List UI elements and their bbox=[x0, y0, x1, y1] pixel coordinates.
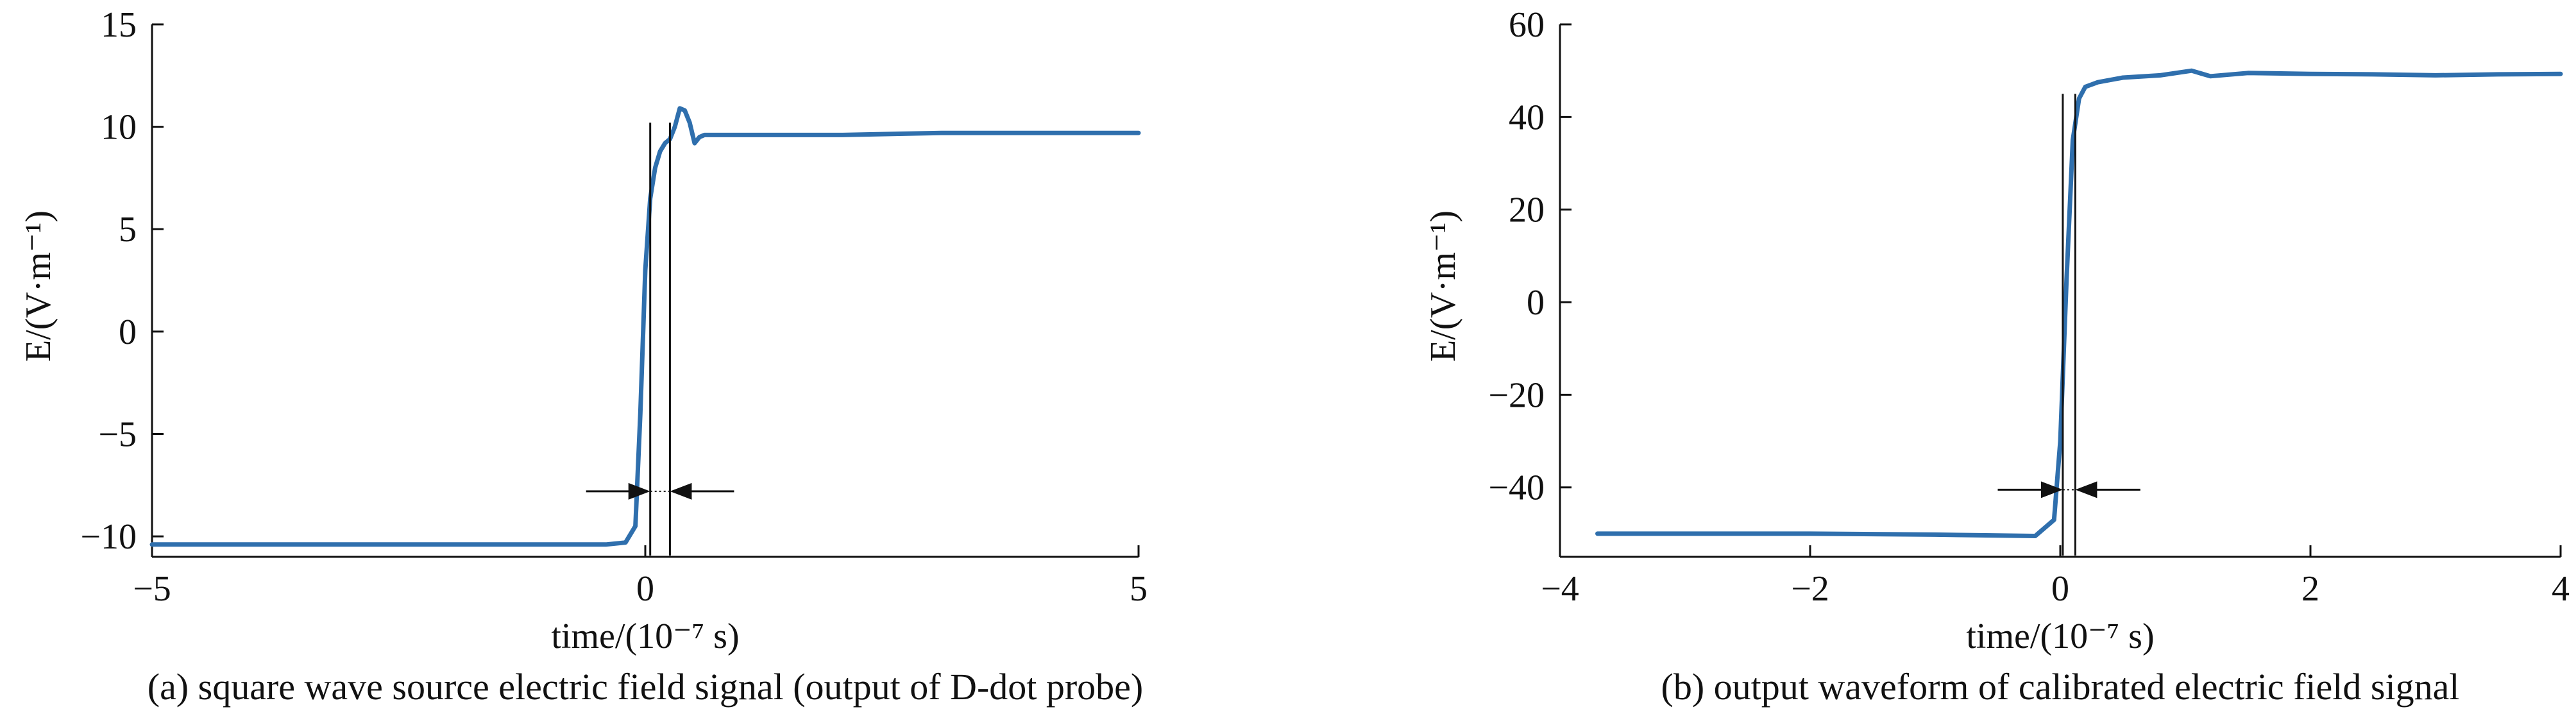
panel-a-caption: (a) square wave source electric field si… bbox=[148, 666, 1144, 708]
panel-b-ytick-label: −20 bbox=[1488, 375, 1545, 415]
panel-b-ylabel: E/(V·m⁻¹) bbox=[1423, 210, 1463, 362]
panel-b-xtick-label: 0 bbox=[2051, 569, 2069, 609]
panel-a-ytick-label: −5 bbox=[98, 414, 137, 454]
panel-a-right-arrow-head bbox=[670, 482, 692, 500]
panel-a-xtick-label: −5 bbox=[133, 569, 171, 609]
panel-b: E/(V·m⁻¹) time/(10⁻⁷ s) (b) output wavef… bbox=[1423, 5, 2570, 708]
panel-a: E/(V·m⁻¹) time/(10⁻⁷ s) (a) square wave … bbox=[19, 5, 1148, 708]
panel-b-xtick-label: 4 bbox=[2552, 569, 2570, 609]
panel-a-ytick-label: 5 bbox=[119, 210, 137, 250]
panel-b-ytick-label: 40 bbox=[1509, 98, 1545, 137]
panel-b-ytick-label: −40 bbox=[1488, 468, 1545, 508]
panel-b-left-arrow-head bbox=[2040, 481, 2063, 498]
panel-b-right-arrow-head bbox=[2075, 481, 2097, 498]
panel-b-xtick-label: 2 bbox=[2301, 569, 2319, 609]
panel-a-xtick-label: 5 bbox=[1130, 569, 1148, 609]
panel-a-ytick-label: 0 bbox=[119, 312, 137, 352]
panel-a-xtick-label: 0 bbox=[636, 569, 654, 609]
panel-b-ytick-label: 0 bbox=[1527, 283, 1545, 323]
panel-a-left-arrow-head bbox=[628, 482, 650, 500]
panel-b-xtick-label: −4 bbox=[1541, 569, 1579, 609]
panel-a-ytick-label: 10 bbox=[101, 108, 137, 148]
panel-b-ytick-label: 20 bbox=[1509, 191, 1545, 230]
panel-a-xlabel: time/(10⁻⁷ s) bbox=[551, 616, 739, 656]
panel-b-ytick-label: 60 bbox=[1509, 5, 1545, 45]
panel-b-series-line bbox=[1595, 68, 2563, 538]
panel-a-series-line bbox=[149, 106, 1141, 547]
panel-a-ylabel: E/(V·m⁻¹) bbox=[19, 210, 58, 362]
panel-a-ytick-label: 15 bbox=[101, 5, 137, 45]
panel-b-caption: (b) output waveform of calibrated electr… bbox=[1661, 666, 2460, 708]
panel-a-ytick-label: −10 bbox=[80, 517, 137, 557]
panel-b-xlabel: time/(10⁻⁷ s) bbox=[1966, 616, 2154, 656]
panel-b-xtick-label: −2 bbox=[1791, 569, 1829, 609]
